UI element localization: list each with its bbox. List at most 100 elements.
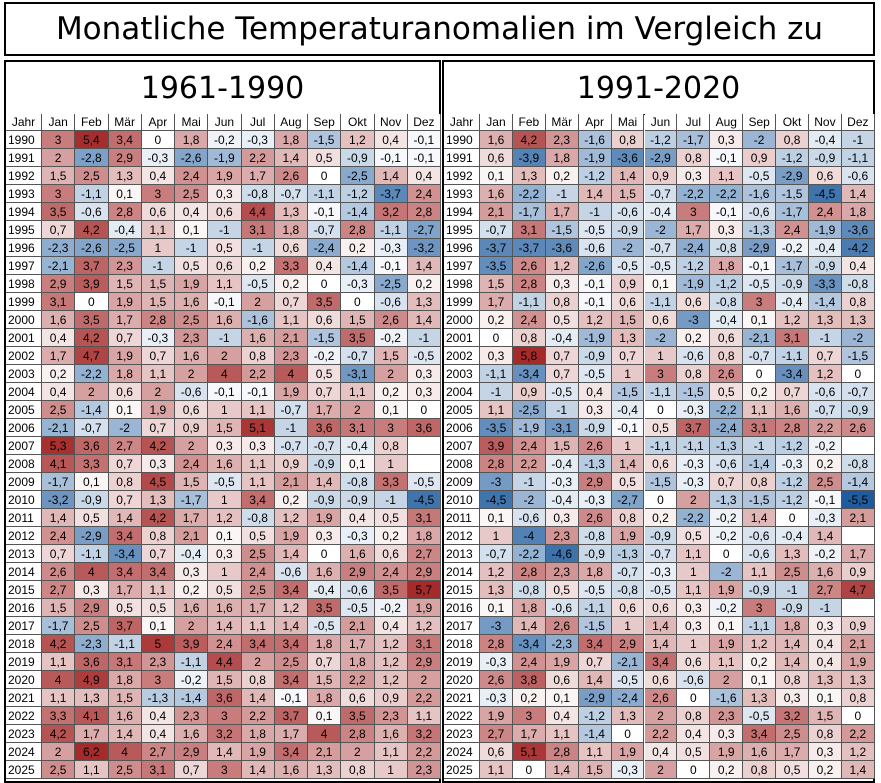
year-label: 2022 (6, 707, 42, 725)
heatmap-cell: 1,6 (42, 311, 76, 329)
heatmap-cell: 0,6 (108, 383, 142, 401)
heatmap-cell: 2,3 (407, 761, 441, 779)
heatmap-cell: 3 (141, 671, 175, 689)
heatmap-cell: 0,3 (480, 347, 513, 365)
heatmap-cell: 2 (374, 365, 408, 383)
heatmap-cell: -0,2 (374, 599, 408, 617)
heatmap-cell: 0,6 (308, 311, 342, 329)
heatmap-cell: -1 (208, 329, 242, 347)
heatmap-cell: 2,7 (407, 545, 441, 563)
heatmap-cell: 3,2 (374, 203, 408, 221)
heatmap-cell: 3 (677, 203, 711, 221)
heatmap-cell: 1 (208, 563, 242, 581)
heatmap-cell: 0,3 (677, 617, 711, 635)
heatmap-cell: 5,3 (42, 437, 76, 455)
year-label: 1999 (6, 293, 42, 311)
heatmap-cell: 1,9 (241, 743, 275, 761)
heatmap-cell: 1,2 (841, 743, 875, 761)
heatmap-cell: -0,1 (374, 257, 408, 275)
year-label: 2008 (6, 455, 42, 473)
heatmap-cell: 2,7 (480, 725, 513, 743)
year-label: 1990 (444, 131, 480, 149)
heatmap-cell: -0,3 (644, 563, 678, 581)
heatmap-cell: -3,3 (809, 275, 842, 293)
heatmap-cell: 4,9 (75, 671, 109, 689)
heatmap-cell: -1,1 (512, 293, 546, 311)
heatmap-cell: -1 (545, 185, 579, 203)
heatmap-cell: 1,9 (274, 383, 308, 401)
heatmap-cell: 5,8 (512, 347, 546, 365)
year-label: 2024 (6, 743, 42, 761)
heatmap-cell: 1,4 (578, 185, 612, 203)
heatmap-cell: -3,6 (841, 221, 875, 239)
heatmap-cell: -1,4 (809, 293, 842, 311)
heatmap-cell: 2 (42, 743, 76, 761)
heatmap-cell: 0,1 (141, 617, 175, 635)
heatmap-cell: 1,1 (75, 761, 109, 779)
heatmap-cell: 2,5 (809, 473, 842, 491)
heatmap-cell: 0,9 (611, 275, 645, 293)
heatmap-cell: 0,7 (141, 347, 175, 365)
heatmap-cell: 2,4 (809, 203, 842, 221)
heatmap-cell: 1,2 (578, 311, 612, 329)
heatmap-cell: 1,4 (374, 167, 408, 185)
heatmap-cell: 0,9 (512, 383, 546, 401)
heatmap-cell: 0 (677, 761, 711, 779)
heatmap-cell: 2,8 (480, 635, 513, 653)
heatmap-cell: 1,5 (42, 167, 76, 185)
heatmap-cell: 1,1 (241, 455, 275, 473)
heatmap-cell: 4,4 (241, 203, 275, 221)
heatmap-cell: 0,4 (42, 329, 76, 347)
heatmap-cell: 2,3 (175, 707, 209, 725)
heatmap-cell: 3,9 (480, 437, 513, 455)
heatmap-cell: 2,5 (175, 311, 209, 329)
heatmap-cell: -2,1 (42, 419, 76, 437)
heatmap-cell: 1,5 (809, 707, 842, 725)
heatmap-cell: -1,9 (677, 275, 711, 293)
heatmap-cell: -1,4 (578, 725, 612, 743)
heatmap-cell: 1,4 (644, 635, 678, 653)
heatmap-cell: 2 (341, 743, 375, 761)
heatmap-cell: 0,3 (677, 167, 711, 185)
heatmap-cell: 2,8 (512, 275, 546, 293)
heatmap-cell: 0,2 (710, 761, 744, 779)
heatmap-cell: 0,7 (42, 221, 76, 239)
heatmap-cell: 0,8 (841, 689, 875, 707)
heatmap-cell: -2 (611, 239, 645, 257)
month-header: Mär (108, 114, 142, 131)
heatmap-cell: 0,8 (611, 131, 645, 149)
heatmap-cell: 1,4 (208, 743, 242, 761)
heatmap-cell: -0,5 (578, 581, 612, 599)
heatmap-cell: -2,8 (75, 149, 109, 167)
heatmap-cell: 1,7 (241, 599, 275, 617)
heatmap-cell: 2 (407, 671, 441, 689)
heatmap-cell: 1,1 (141, 581, 175, 599)
heatmap-cell: 0,2 (274, 275, 308, 293)
heatmap-cell: -1,3 (710, 437, 744, 455)
heatmap-cell: 2 (175, 365, 209, 383)
heatmap-cell: -1,4 (341, 203, 375, 221)
heatmap-cell: 1,6 (175, 347, 209, 365)
heatmap-cell: 3 (743, 293, 777, 311)
heatmap-cell: 2,3 (545, 131, 579, 149)
heatmap-cell: 0,1 (308, 707, 342, 725)
heatmap-cell: 2,1 (841, 509, 875, 527)
heatmap-cell: 0,5 (611, 473, 645, 491)
heatmap-cell: 3,4 (274, 671, 308, 689)
heatmap-cell: 2,2 (241, 149, 275, 167)
heatmap-cell: 1,4 (241, 689, 275, 707)
heatmap-cell: -0,1 (208, 383, 242, 401)
heatmap-cell: 2,6 (480, 671, 513, 689)
heatmap-cell: 0 (407, 401, 441, 419)
heatmap-cell: 3,1 (512, 221, 546, 239)
heatmap-cell: 2,8 (545, 743, 579, 761)
heatmap-cell: 2,1 (480, 203, 513, 221)
heatmap-cell: 3,2 (208, 725, 242, 743)
heatmap-cell: 1,9 (208, 167, 242, 185)
year-label: 2024 (444, 743, 480, 761)
heatmap-cell: 0,8 (512, 329, 546, 347)
heatmap-cell: 1,4 (108, 725, 142, 743)
heatmap-cell: 3,6 (407, 419, 441, 437)
heatmap-cell: 2 (644, 761, 678, 779)
heatmap-cell: -0,7 (743, 347, 777, 365)
